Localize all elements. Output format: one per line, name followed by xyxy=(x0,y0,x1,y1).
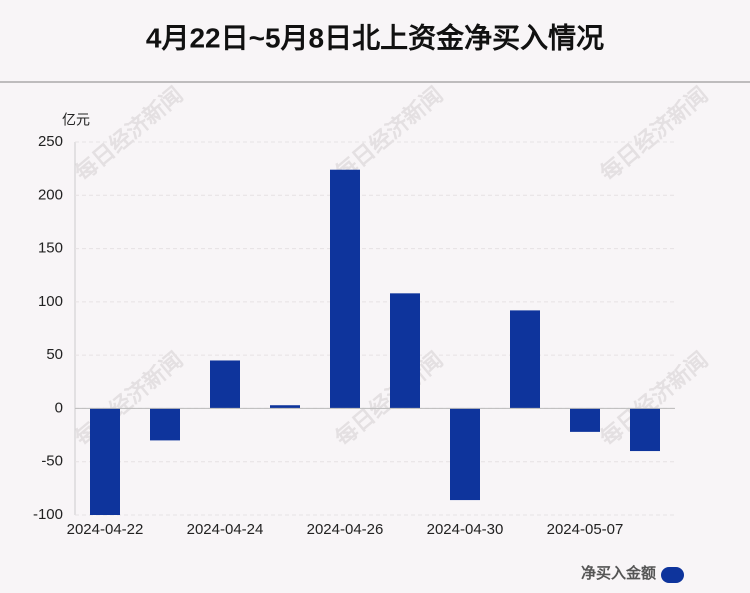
bar xyxy=(630,408,660,452)
x-tick-label: 2024-04-24 xyxy=(187,521,264,538)
y-tick-label: -50 xyxy=(41,453,63,470)
chart-title: 4月22日~5月8日北上资金净买入情况 xyxy=(146,21,604,53)
y-tick-label: 250 xyxy=(38,133,63,150)
y-tick-label: 100 xyxy=(38,293,63,310)
y-tick-label: 0 xyxy=(55,399,63,416)
legend-swatch xyxy=(661,567,684,583)
y-tick-label: 50 xyxy=(46,346,63,363)
y-tick-label: 200 xyxy=(38,186,63,203)
bar xyxy=(330,169,360,409)
y-tick-label: -100 xyxy=(33,506,63,523)
bar xyxy=(390,293,420,409)
bar xyxy=(450,408,480,501)
x-tick-label: 2024-04-26 xyxy=(307,521,384,538)
bar xyxy=(150,408,180,441)
y-tick-label: 150 xyxy=(38,240,63,257)
x-tick-label: 2024-04-22 xyxy=(67,521,144,538)
x-tick-label: 2024-04-30 xyxy=(427,521,504,538)
bar xyxy=(270,405,300,409)
bar xyxy=(510,310,540,409)
y-unit: 亿元 xyxy=(62,112,90,128)
bar xyxy=(210,360,240,409)
x-tick-label: 2024-05-07 xyxy=(547,521,624,538)
legend-label: 净买入金额 xyxy=(581,564,656,582)
bar xyxy=(570,408,600,432)
bar xyxy=(90,408,120,515)
